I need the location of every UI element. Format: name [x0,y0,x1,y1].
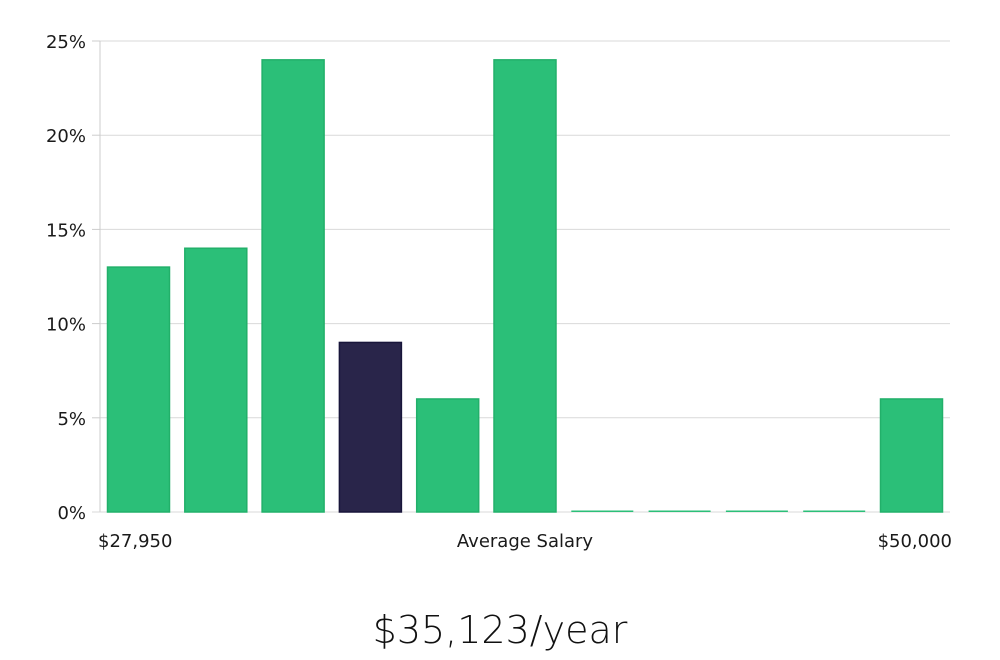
y-tick-label: 10% [46,315,86,336]
x-max-label: $50,000 [878,531,952,552]
average-salary-value: $35,123/year [372,608,628,652]
bar [725,510,788,512]
bar [648,510,711,512]
y-tick-label: 0% [57,503,86,524]
salary-histogram-chart: 0% 5% 10% 15% 20% 25% $27,950 Average Salary … [46,32,952,552]
x-center-label: Average Salary [457,531,594,552]
axis-labels: $27,950 Average Salary $50,000 [98,531,952,552]
bars [106,59,944,513]
bar [803,510,866,512]
bar [184,247,248,513]
bar [415,398,480,513]
bar [261,59,325,513]
y-tick-label: 20% [46,126,86,147]
y-tick-label: 15% [46,220,86,241]
highlighted-bar [338,341,403,513]
bar [493,59,557,513]
bar [879,398,944,513]
bar [571,510,634,512]
y-tick-label: 5% [57,409,86,430]
bar [106,266,171,513]
x-min-label: $27,950 [98,531,172,552]
y-tick-label: 25% [46,32,86,53]
